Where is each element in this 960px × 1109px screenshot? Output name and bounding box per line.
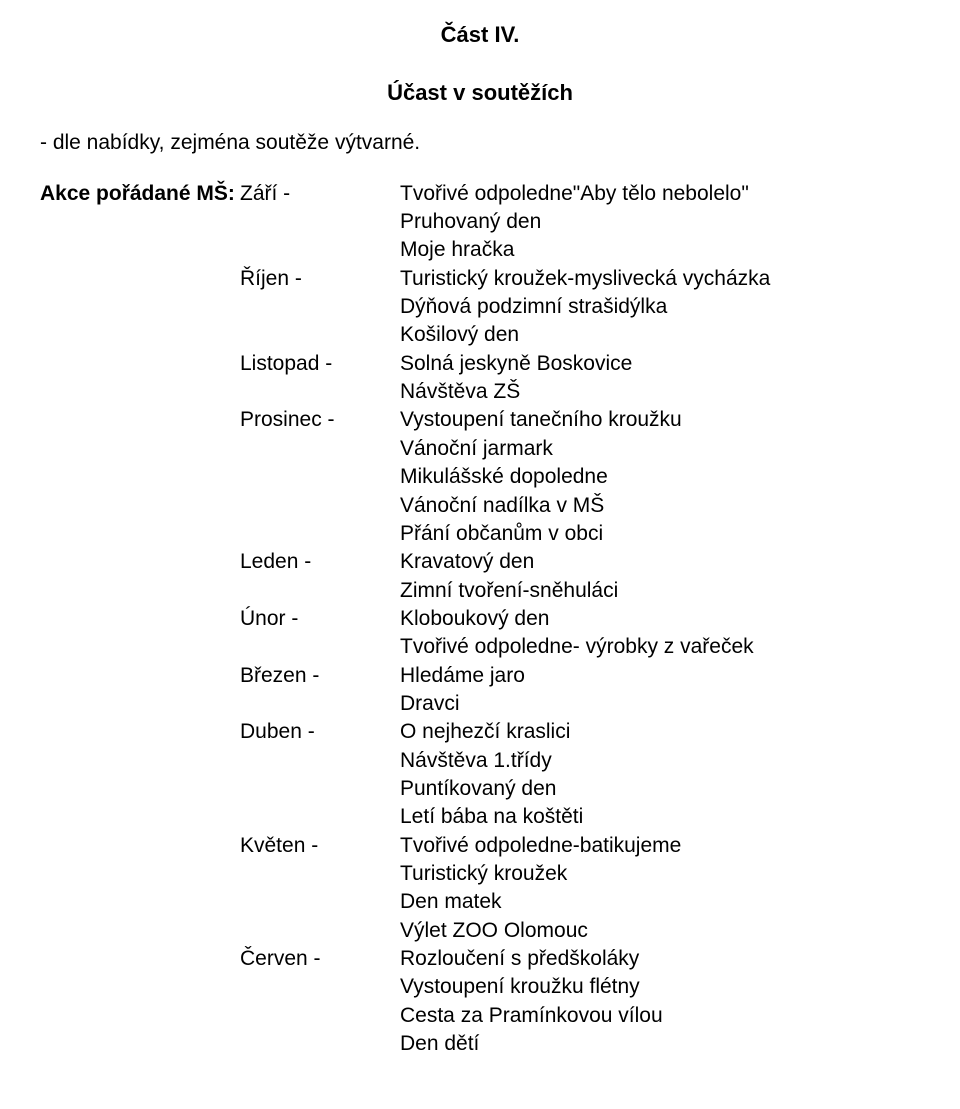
month-items: Kloboukový denTvořivé odpoledne- výrobky… bbox=[400, 605, 920, 662]
month-block: Prosinec -Vystoupení tanečního kroužkuVá… bbox=[240, 406, 920, 548]
month-label: Leden - bbox=[240, 548, 400, 576]
event-item: Turistický kroužek-myslivecká vycházka bbox=[400, 265, 920, 293]
event-item: Tvořivé odpoledne"Aby tělo nebolelo" bbox=[400, 180, 920, 208]
month-label: Květen - bbox=[240, 832, 400, 860]
month-items: Turistický kroužek-myslivecká vycházkaDý… bbox=[400, 265, 920, 350]
event-item: Návštěva ZŠ bbox=[400, 378, 920, 406]
month-block: Únor -Kloboukový denTvořivé odpoledne- v… bbox=[240, 605, 920, 662]
month-block: Březen -Hledáme jaroDravci bbox=[240, 662, 920, 719]
month-block: Září -Tvořivé odpoledne"Aby tělo nebolel… bbox=[240, 180, 920, 265]
event-item: Hledáme jaro bbox=[400, 662, 920, 690]
month-block: Listopad -Solná jeskyně BoskoviceNávštěv… bbox=[240, 350, 920, 407]
event-item: Den dětí bbox=[400, 1030, 920, 1058]
event-item: Kravatový den bbox=[400, 548, 920, 576]
event-item: Kloboukový den bbox=[400, 605, 920, 633]
event-list: Akce pořádané MŠ: Září -Tvořivé odpoledn… bbox=[40, 180, 920, 1059]
event-item: Puntíkovaný den bbox=[400, 775, 920, 803]
event-item: Turistický kroužek bbox=[400, 860, 920, 888]
list-label: Akce pořádané MŠ: bbox=[40, 180, 240, 208]
month-items: Solná jeskyně BoskoviceNávštěva ZŠ bbox=[400, 350, 920, 407]
event-item: Dravci bbox=[400, 690, 920, 718]
subtitle: Účast v soutěžích bbox=[40, 78, 920, 108]
event-item: Den matek bbox=[400, 888, 920, 916]
month-items: Tvořivé odpoledne"Aby tělo nebolelo"Pruh… bbox=[400, 180, 920, 265]
event-item: Letí bába na koštěti bbox=[400, 803, 920, 831]
month-block: Červen -Rozloučení s předškolákyVystoupe… bbox=[240, 945, 920, 1058]
event-item: Solná jeskyně Boskovice bbox=[400, 350, 920, 378]
month-label: Listopad - bbox=[240, 350, 400, 378]
month-items: O nejhezčí krasliciNávštěva 1.třídyPuntí… bbox=[400, 718, 920, 831]
event-item: Rozloučení s předškoláky bbox=[400, 945, 920, 973]
event-item: Moje hračka bbox=[400, 236, 920, 264]
month-label: Září - bbox=[240, 180, 400, 208]
intro-text: - dle nabídky, zejména soutěže výtvarné. bbox=[40, 129, 920, 157]
month-block: Říjen -Turistický kroužek-myslivecká vyc… bbox=[240, 265, 920, 350]
event-item: Mikulášské dopoledne bbox=[400, 463, 920, 491]
month-items: Tvořivé odpoledne-batikujemeTuristický k… bbox=[400, 832, 920, 945]
event-item: Výlet ZOO Olomouc bbox=[400, 917, 920, 945]
month-items: Kravatový denZimní tvoření-sněhuláci bbox=[400, 548, 920, 605]
event-item: Přání občanům v obci bbox=[400, 520, 920, 548]
event-item: Vánoční jarmark bbox=[400, 435, 920, 463]
month-items: Vystoupení tanečního kroužkuVánoční jarm… bbox=[400, 406, 920, 548]
month-label: Únor - bbox=[240, 605, 400, 633]
month-block: Leden -Kravatový denZimní tvoření-sněhul… bbox=[240, 548, 920, 605]
month-label: Duben - bbox=[240, 718, 400, 746]
month-items: Rozloučení s předškolákyVystoupení krouž… bbox=[400, 945, 920, 1058]
month-label: Březen - bbox=[240, 662, 400, 690]
event-item: Pruhovaný den bbox=[400, 208, 920, 236]
event-item: Cesta za Pramínkovou vílou bbox=[400, 1002, 920, 1030]
event-item: Vánoční nadílka v MŠ bbox=[400, 492, 920, 520]
month-label: Říjen - bbox=[240, 265, 400, 293]
event-item: O nejhezčí kraslici bbox=[400, 718, 920, 746]
event-item: Tvořivé odpoledne-batikujeme bbox=[400, 832, 920, 860]
event-item: Vystoupení tanečního kroužku bbox=[400, 406, 920, 434]
months-container: Září -Tvořivé odpoledne"Aby tělo nebolel… bbox=[240, 180, 920, 1059]
event-item: Zimní tvoření-sněhuláci bbox=[400, 577, 920, 605]
event-item: Tvořivé odpoledne- výrobky z vařeček bbox=[400, 633, 920, 661]
event-item: Návštěva 1.třídy bbox=[400, 747, 920, 775]
month-block: Duben -O nejhezčí krasliciNávštěva 1.tří… bbox=[240, 718, 920, 831]
month-label: Prosinec - bbox=[240, 406, 400, 434]
month-label: Červen - bbox=[240, 945, 400, 973]
month-items: Hledáme jaroDravci bbox=[400, 662, 920, 719]
month-block: Květen -Tvořivé odpoledne-batikujemeTuri… bbox=[240, 832, 920, 945]
event-item: Vystoupení kroužku flétny bbox=[400, 973, 920, 1001]
event-item: Dýňová podzimní strašidýlka bbox=[400, 293, 920, 321]
section-title: Část IV. bbox=[40, 20, 920, 50]
event-item: Košilový den bbox=[400, 321, 920, 349]
